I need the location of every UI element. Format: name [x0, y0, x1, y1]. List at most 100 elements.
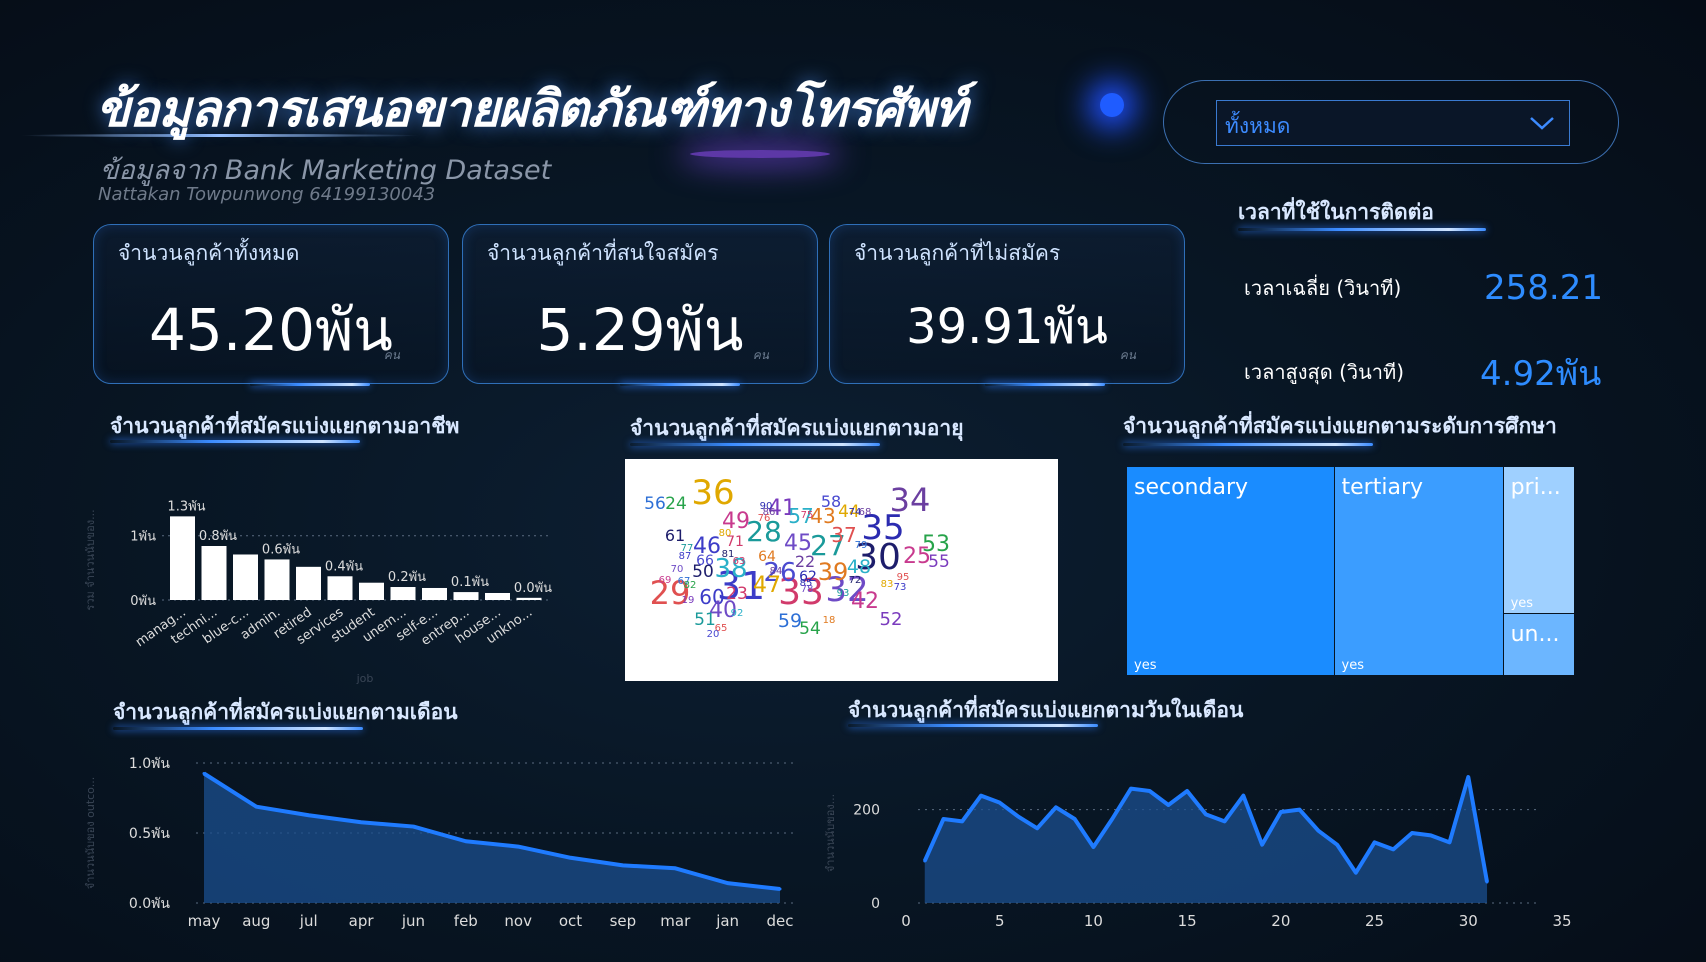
y-tick-label: 200 — [853, 803, 880, 819]
x-tick-label: 10 — [1084, 912, 1103, 930]
data-point — [1185, 789, 1189, 793]
x-tick-label: 15 — [1178, 912, 1197, 930]
word-cloud-word: 86 — [763, 507, 776, 518]
y-tick-label: 1.0พัน — [129, 756, 170, 772]
data-point — [1410, 831, 1414, 835]
data-point — [1241, 794, 1245, 798]
data-label: 0.2พัน — [388, 570, 426, 585]
y-tick-label: 0พัน — [130, 594, 156, 609]
word-cloud-word: 50 — [692, 562, 714, 582]
word-cloud-word: 66 — [696, 553, 714, 569]
y-tick-label: 1พัน — [130, 530, 156, 545]
word-cloud-word: 62 — [799, 569, 817, 585]
duration-title: เวลาที่ใช้ในการติดต่อ — [1238, 200, 1434, 224]
data-point — [1204, 812, 1208, 816]
bar — [233, 554, 258, 600]
word-cloud-word: 51 — [694, 610, 716, 630]
data-point — [1448, 840, 1452, 844]
data-point — [1129, 787, 1133, 791]
x-tick-label: mar — [660, 912, 691, 930]
word-cloud-word: 69 — [659, 575, 672, 586]
word-cloud-word: 44 — [838, 502, 860, 522]
word-cloud-word: 20 — [707, 629, 720, 640]
x-tick-label: 35 — [1552, 912, 1571, 930]
bar — [170, 516, 195, 600]
data-point — [1373, 840, 1377, 844]
word-cloud-word: 43 — [810, 504, 835, 528]
word-cloud-word: 47 — [753, 573, 781, 598]
data-point — [1260, 843, 1264, 847]
word-cloud-word: 60 — [699, 585, 724, 609]
data-point — [569, 856, 573, 860]
word-cloud-word: 85 — [800, 578, 813, 589]
word-cloud-word: 46 — [693, 534, 721, 559]
education-treemap: secondary yes tertiary yes pri... yes un... — [1127, 467, 1575, 676]
word-cloud-word: 53 — [922, 532, 950, 557]
section-underline — [848, 724, 1098, 727]
area-fill — [204, 773, 780, 903]
duration-title-underline — [1238, 228, 1486, 231]
data-point — [673, 866, 677, 870]
word-cloud-word: 64 — [758, 549, 776, 565]
word-cloud-word: 56 — [644, 494, 666, 514]
word-cloud-word: 38 — [714, 554, 747, 584]
kpi-value: 39.91พัน — [906, 299, 1108, 355]
data-point — [359, 820, 363, 824]
kpi-unit: คน — [752, 348, 769, 362]
y-tick-label: 0.5พัน — [129, 826, 170, 842]
kpi-card-total: จำนวนลูกค้าทั้งหมด 45.20พัน คน — [93, 224, 449, 384]
data-point — [307, 813, 311, 817]
word-cloud-word: 55 — [928, 552, 950, 572]
data-label: 0.6พัน — [262, 542, 300, 557]
word-cloud-word: 48 — [847, 556, 871, 578]
data-label: 0.1พัน — [451, 575, 489, 590]
job-chart-title: จำนวนลูกค้าที่สมัครแบ่งแยกตามอาชีพ — [110, 414, 460, 438]
word-cloud-word: 59 — [778, 610, 802, 632]
word-cloud-word: 84 — [770, 566, 783, 577]
word-cloud-word: 23 — [726, 584, 748, 604]
word-cloud-word: 30 — [855, 537, 901, 578]
x-tick-label: oct — [559, 912, 582, 930]
page-subtitle: ข้อมูลจาก Bank Marketing Dataset — [100, 155, 552, 186]
bar — [516, 597, 542, 600]
x-tick-label: feb — [454, 912, 478, 930]
kpi-value: 5.29พัน — [536, 296, 744, 364]
treemap-cell: pri... yes — [1503, 467, 1574, 613]
word-cloud-word: 24 — [665, 494, 687, 514]
treemap-cell-sublabel: yes — [1341, 658, 1364, 673]
data-point — [464, 839, 468, 843]
word-cloud-word: 65 — [715, 623, 728, 634]
day-area-chart: 0 200 จำนวนนับของ... 0 5 10 15 20 25 30 35 — [824, 775, 1572, 930]
month-chart-title: จำนวนลูกค้าที่สมัครแบ่งแยกตามเดือน — [113, 700, 458, 724]
word-cloud-word: 34 — [890, 481, 931, 519]
data-point — [254, 805, 258, 809]
data-point — [1429, 833, 1433, 837]
data-point — [1335, 843, 1339, 847]
word-cloud-word: 77 — [681, 543, 694, 554]
author-text: Nattakan Towpunwong 64199130043 — [98, 184, 436, 205]
data-point — [1466, 775, 1470, 779]
word-cloud-word: 87 — [679, 551, 692, 562]
word-cloud-word: 70 — [671, 564, 684, 575]
data-point — [1110, 817, 1114, 821]
data-point — [1035, 826, 1039, 830]
kpi-underline — [250, 383, 370, 386]
word-cloud-word: 41 — [768, 496, 796, 521]
x-tick-label: jul — [299, 912, 318, 930]
treemap-cell-label: un... — [1510, 621, 1560, 647]
treemap-cell: secondary yes — [1127, 467, 1334, 675]
filter-dropdown[interactable]: ทั้งหมด — [1216, 100, 1570, 146]
bar — [296, 566, 321, 600]
y-tick-label: 0 — [871, 896, 880, 912]
treemap-cell-sublabel: yes — [1134, 658, 1157, 673]
decorative-flare — [1100, 93, 1124, 117]
word-cloud-word: 27 — [810, 529, 846, 562]
data-point — [1016, 815, 1020, 819]
data-point — [1148, 789, 1152, 793]
data-point — [1485, 880, 1489, 884]
data-point — [516, 845, 520, 849]
kpi-underline — [620, 383, 740, 386]
bar — [264, 559, 290, 600]
word-cloud-word: 35 — [861, 508, 904, 548]
